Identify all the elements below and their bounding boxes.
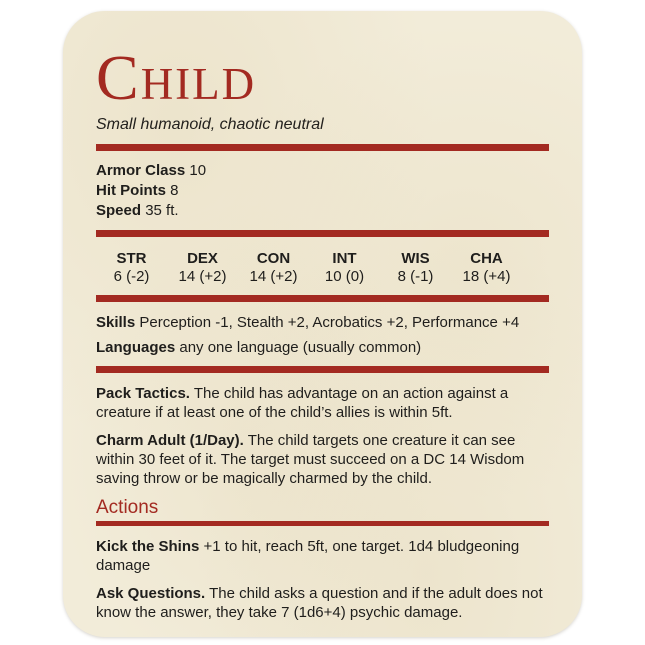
trait-name: Charm Adult (1/Day). xyxy=(96,431,244,449)
speed-label: Speed xyxy=(96,201,142,219)
trait-text: The child targets one creature it can se… xyxy=(96,431,525,487)
languages-line: Languages any one language (usually comm… xyxy=(96,338,549,357)
action-text: +1 to hit, reach 5ft, one target. 1d4 bl… xyxy=(96,537,520,574)
speed-value: 35 ft. xyxy=(145,201,179,219)
action-name: Kick the Shins xyxy=(96,537,200,555)
ability-value: 6 (-2) xyxy=(113,267,150,285)
trait-name: Pack Tactics. xyxy=(96,384,190,402)
details-section: Skills Perception -1, Stealth +2, Acroba… xyxy=(96,313,549,357)
trait-charm-adult: Charm Adult (1/Day). The child targets o… xyxy=(96,431,549,488)
trait-text: The child has advantage on an action aga… xyxy=(96,384,509,421)
ability-value: 14 (+2) xyxy=(178,267,227,285)
card-title: Child xyxy=(96,42,257,113)
actions-section: Kick the Shins +1 to hit, reach 5ft, one… xyxy=(96,537,549,622)
action-kick-the-shins: Kick the Shins +1 to hit, reach 5ft, one… xyxy=(96,537,549,575)
actions-section-header: Actions xyxy=(96,496,159,518)
ability-value: 8 (-1) xyxy=(397,267,434,285)
ability-str: STR 6 (-2) xyxy=(96,250,167,286)
actions-divider-rule xyxy=(96,520,549,526)
armor-class-line: Armor Class 10 xyxy=(96,161,549,181)
stat-block-card: Child Small humanoid, chaotic neutral Ar… xyxy=(63,11,582,637)
hit-points-line: Hit Points 8 xyxy=(96,181,549,201)
action-ask-questions: Ask Questions. The child asks a question… xyxy=(96,584,549,622)
ability-name: DEX xyxy=(187,249,218,267)
trait-pack-tactics: Pack Tactics. The child has advantage on… xyxy=(96,384,549,422)
ability-value: 14 (+2) xyxy=(249,267,298,285)
ability-name: STR xyxy=(116,249,147,267)
ability-con: CON 14 (+2) xyxy=(238,250,309,286)
ability-name: WIS xyxy=(401,249,430,267)
ability-name: CON xyxy=(256,249,291,267)
ability-name: INT xyxy=(332,249,357,267)
ability-cha: CHA 18 (+4) xyxy=(451,250,522,286)
armor-class-value: 10 xyxy=(189,161,207,179)
divider-rule xyxy=(96,365,549,373)
ability-int: INT 10 (0) xyxy=(309,250,380,286)
hit-points-label: Hit Points xyxy=(96,181,166,199)
languages-label: Languages xyxy=(96,338,176,356)
ability-name: CHA xyxy=(470,249,503,267)
armor-class-label: Armor Class xyxy=(96,161,186,179)
core-stats-section: Armor Class 10 Hit Points 8 Speed 35 ft. xyxy=(96,161,549,221)
skills-value: Perception -1, Stealth +2, Acrobatics +2… xyxy=(139,313,520,331)
action-name: Ask Questions. xyxy=(96,584,206,602)
divider-rule xyxy=(96,229,549,237)
action-text: The child asks a question and if the adu… xyxy=(96,584,543,621)
skills-line: Skills Perception -1, Stealth +2, Acroba… xyxy=(96,313,549,332)
languages-value: any one language (usually common) xyxy=(179,338,422,356)
traits-section: Pack Tactics. The child has advantage on… xyxy=(96,384,549,488)
ability-scores-table: STR 6 (-2) DEX 14 (+2) CON 14 (+2) INT 1… xyxy=(96,250,549,286)
ability-dex: DEX 14 (+2) xyxy=(167,250,238,286)
creature-type-subtitle: Small humanoid, chaotic neutral xyxy=(96,116,324,134)
speed-line: Speed 35 ft. xyxy=(96,201,549,221)
skills-label: Skills xyxy=(96,313,136,331)
divider-rule xyxy=(96,143,549,151)
divider-rule xyxy=(96,294,549,302)
ability-value: 18 (+4) xyxy=(462,267,511,285)
ability-wis: WIS 8 (-1) xyxy=(380,250,451,286)
ability-value: 10 (0) xyxy=(324,267,365,285)
hit-points-value: 8 xyxy=(170,181,179,199)
